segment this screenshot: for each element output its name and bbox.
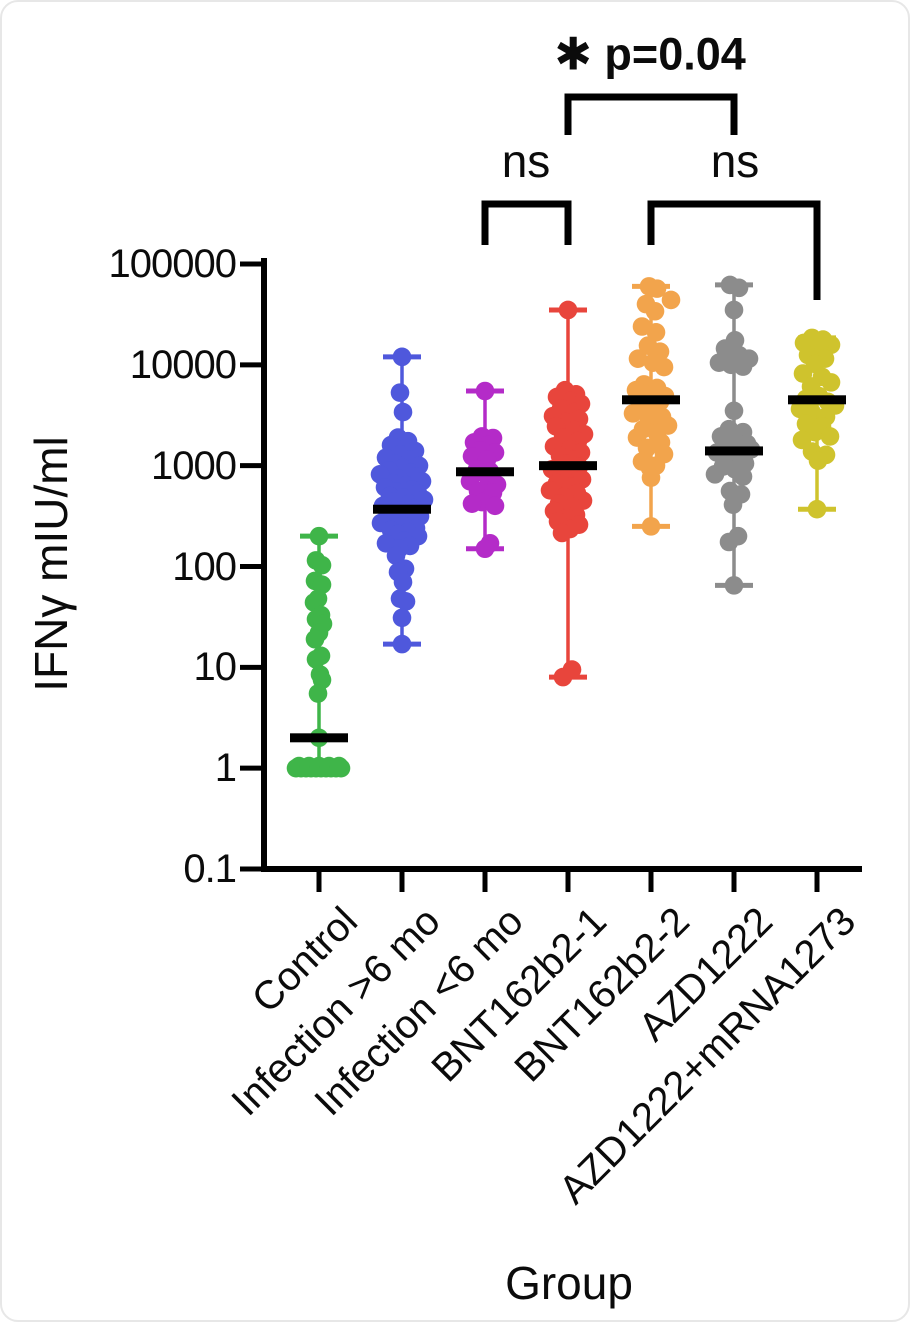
data-point <box>645 301 665 321</box>
data-point <box>661 290 681 310</box>
data-point <box>723 495 743 515</box>
data-point <box>329 756 349 776</box>
data-point <box>305 629 325 649</box>
data-point <box>475 539 495 559</box>
median-bar <box>788 395 846 405</box>
data-point <box>312 555 332 575</box>
data-point <box>390 383 410 402</box>
data-point <box>558 300 578 320</box>
data-point <box>552 523 572 543</box>
median-bar <box>290 733 348 743</box>
data-point <box>623 404 643 423</box>
data-point <box>724 401 744 421</box>
data-point <box>821 373 841 392</box>
data-point <box>628 349 648 369</box>
data-point <box>308 684 328 703</box>
data-point <box>654 357 674 377</box>
data-point <box>485 496 505 516</box>
sig-bracket <box>481 200 572 245</box>
data-point <box>719 532 739 552</box>
data-point <box>729 278 749 298</box>
data-point <box>733 467 753 486</box>
data-point <box>392 608 412 628</box>
median-bar <box>373 504 431 514</box>
data-point <box>392 347 412 367</box>
median-bar <box>456 467 514 477</box>
data-point <box>540 480 560 500</box>
data-point <box>715 339 735 358</box>
data-point <box>647 279 667 298</box>
data-point <box>392 634 412 654</box>
data-point <box>306 650 326 669</box>
data-point <box>553 667 573 687</box>
data-point <box>312 575 332 594</box>
data-point <box>475 381 495 401</box>
data-point <box>808 451 828 471</box>
data-point <box>641 517 661 536</box>
data-point <box>733 357 753 376</box>
data-point <box>396 592 416 611</box>
sig-bracket <box>564 93 738 135</box>
data-point <box>705 465 725 484</box>
data-point <box>386 546 406 565</box>
median-bar <box>539 461 597 471</box>
data-point <box>632 317 652 336</box>
data-point <box>724 576 744 595</box>
data-point <box>807 499 827 519</box>
sig-bracket <box>647 200 821 300</box>
data-point <box>724 300 744 320</box>
data-point <box>641 468 661 487</box>
data-point <box>462 494 482 513</box>
median-bar <box>705 446 763 456</box>
median-bar <box>622 395 680 405</box>
data-point <box>393 572 413 592</box>
data-point <box>309 526 329 546</box>
data-point <box>393 402 413 422</box>
data-point <box>820 427 840 446</box>
